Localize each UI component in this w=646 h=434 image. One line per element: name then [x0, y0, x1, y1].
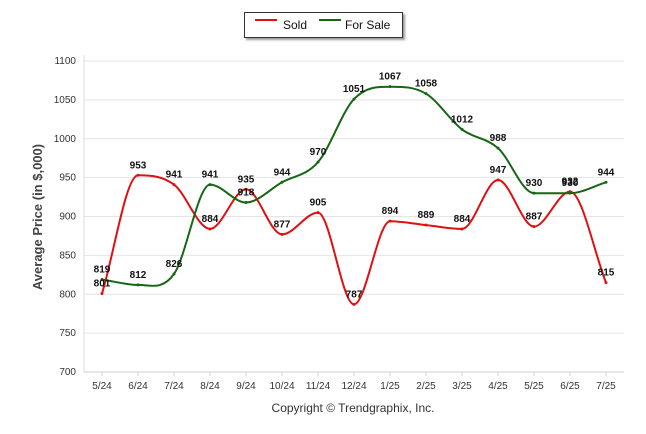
y-tick-label: 750 — [59, 328, 76, 339]
x-tick-label: 1/25 — [380, 381, 400, 392]
copyright-text: Copyright © Trendgraphix, Inc. — [271, 401, 435, 415]
data-point-sold — [424, 223, 428, 227]
x-tick-label: 11/24 — [306, 381, 331, 392]
data-point-for-sale — [532, 191, 536, 195]
data-point-for-sale — [100, 277, 104, 281]
y-tick-label: 850 — [59, 250, 76, 261]
legend-swatch-sold — [255, 19, 277, 21]
y-tick-label: 1000 — [54, 134, 77, 145]
x-axis-ticks: 5/24 6/24 7/24 8/24 9/24 10/24 11/24 12/24 1/25 2… — [92, 372, 616, 392]
data-label-sold: 787 — [346, 289, 363, 300]
data-label-for-sale: 930 — [562, 178, 579, 189]
data-label-sold: 815 — [598, 268, 615, 279]
data-point-sold — [532, 225, 536, 229]
data-point-sold — [136, 173, 140, 177]
y-axis-ticks: 700 750 800 850 900 950 1000 1050 1100 — [54, 56, 77, 378]
data-label-for-sale: 812 — [130, 270, 147, 281]
data-label-for-sale: 918 — [238, 188, 255, 199]
data-point-for-sale — [604, 180, 608, 184]
x-tick-label: 9/24 — [236, 381, 256, 392]
data-label-for-sale: 1058 — [415, 79, 438, 90]
data-point-sold — [496, 178, 500, 182]
data-label-sold: 905 — [310, 198, 327, 209]
y-tick-label: 700 — [59, 367, 76, 378]
data-point-sold — [352, 302, 356, 306]
y-tick-label: 950 — [59, 173, 76, 184]
x-tick-label: 7/25 — [596, 381, 616, 392]
data-label-for-sale: 1067 — [379, 72, 402, 83]
legend-label-sold: Sold — [283, 18, 308, 32]
data-point-for-sale — [208, 183, 212, 187]
data-label-sold: 884 — [202, 214, 219, 225]
y-tick-label: 1050 — [54, 95, 77, 106]
data-label-for-sale: 826 — [166, 259, 183, 270]
data-label-for-sale: 970 — [310, 147, 327, 158]
x-tick-label: 4/25 — [488, 381, 508, 392]
series-lines — [100, 85, 608, 306]
data-label-sold: 894 — [382, 206, 399, 217]
data-label-for-sale: 944 — [598, 167, 615, 178]
data-label-sold: 947 — [490, 165, 507, 176]
data-label-sold: 884 — [454, 214, 471, 225]
data-point-sold — [316, 211, 320, 215]
data-point-for-sale — [568, 191, 572, 195]
data-labels: 801 953 941 884 935 877 905 787 894 889 884 947 887 9… — [94, 72, 615, 301]
data-label-for-sale: 819 — [94, 264, 111, 275]
data-point-sold — [388, 219, 392, 223]
data-point-for-sale — [388, 85, 392, 89]
series-line-for-sale — [101, 85, 607, 287]
data-label-for-sale: 1012 — [451, 114, 474, 125]
grid-lines — [83, 55, 624, 373]
x-tick-label: 10/24 — [269, 381, 294, 392]
data-label-for-sale: 930 — [526, 178, 543, 189]
data-point-sold — [172, 183, 176, 187]
x-tick-label: 6/25 — [560, 381, 580, 392]
legend-label-for-sale: For Sale — [345, 18, 391, 32]
data-label-for-sale: 988 — [490, 133, 507, 144]
data-point-for-sale — [244, 201, 248, 205]
data-label-sold: 889 — [418, 210, 435, 221]
data-point-sold — [208, 227, 212, 231]
data-point-for-sale — [316, 160, 320, 164]
data-point-sold — [604, 281, 608, 285]
data-point-for-sale — [496, 146, 500, 150]
data-label-sold: 887 — [526, 212, 543, 223]
data-point-for-sale — [136, 283, 140, 287]
x-tick-label: 5/24 — [92, 381, 112, 392]
x-tick-label: 3/25 — [452, 381, 472, 392]
data-label-sold: 801 — [94, 278, 111, 289]
data-point-for-sale — [352, 97, 356, 101]
x-tick-label: 8/24 — [200, 381, 220, 392]
y-tick-label: 1100 — [54, 56, 76, 67]
data-point-for-sale — [172, 272, 176, 276]
legend: Sold For Sale — [244, 12, 403, 38]
data-label-sold: 941 — [166, 170, 183, 181]
data-label-for-sale: 1051 — [343, 84, 366, 95]
data-point-sold — [460, 227, 464, 231]
x-tick-label: 6/24 — [128, 381, 148, 392]
x-tick-label: 7/24 — [164, 381, 184, 392]
data-label-sold: 932 — [562, 177, 579, 188]
data-label-for-sale: 941 — [202, 170, 219, 181]
data-point-sold — [100, 291, 104, 295]
x-tick-label: 12/24 — [341, 381, 366, 392]
data-point-for-sale — [280, 180, 284, 184]
data-label-for-sale: 944 — [274, 167, 291, 178]
data-point-for-sale — [424, 92, 428, 96]
y-tick-label: 800 — [59, 289, 76, 300]
legend-swatch-for-sale — [319, 19, 341, 21]
series-line-sold — [101, 174, 607, 306]
y-axis-label: Average Price (in $,000) — [30, 144, 45, 290]
data-label-sold: 953 — [130, 160, 147, 171]
data-label-sold: 877 — [274, 219, 291, 230]
x-tick-label: 2/25 — [416, 381, 436, 392]
x-tick-label: 5/25 — [524, 381, 544, 392]
data-point-sold — [280, 232, 284, 236]
y-tick-label: 900 — [59, 212, 76, 223]
data-point-sold — [244, 187, 248, 191]
data-label-sold: 935 — [238, 174, 255, 185]
data-point-for-sale — [460, 127, 464, 131]
